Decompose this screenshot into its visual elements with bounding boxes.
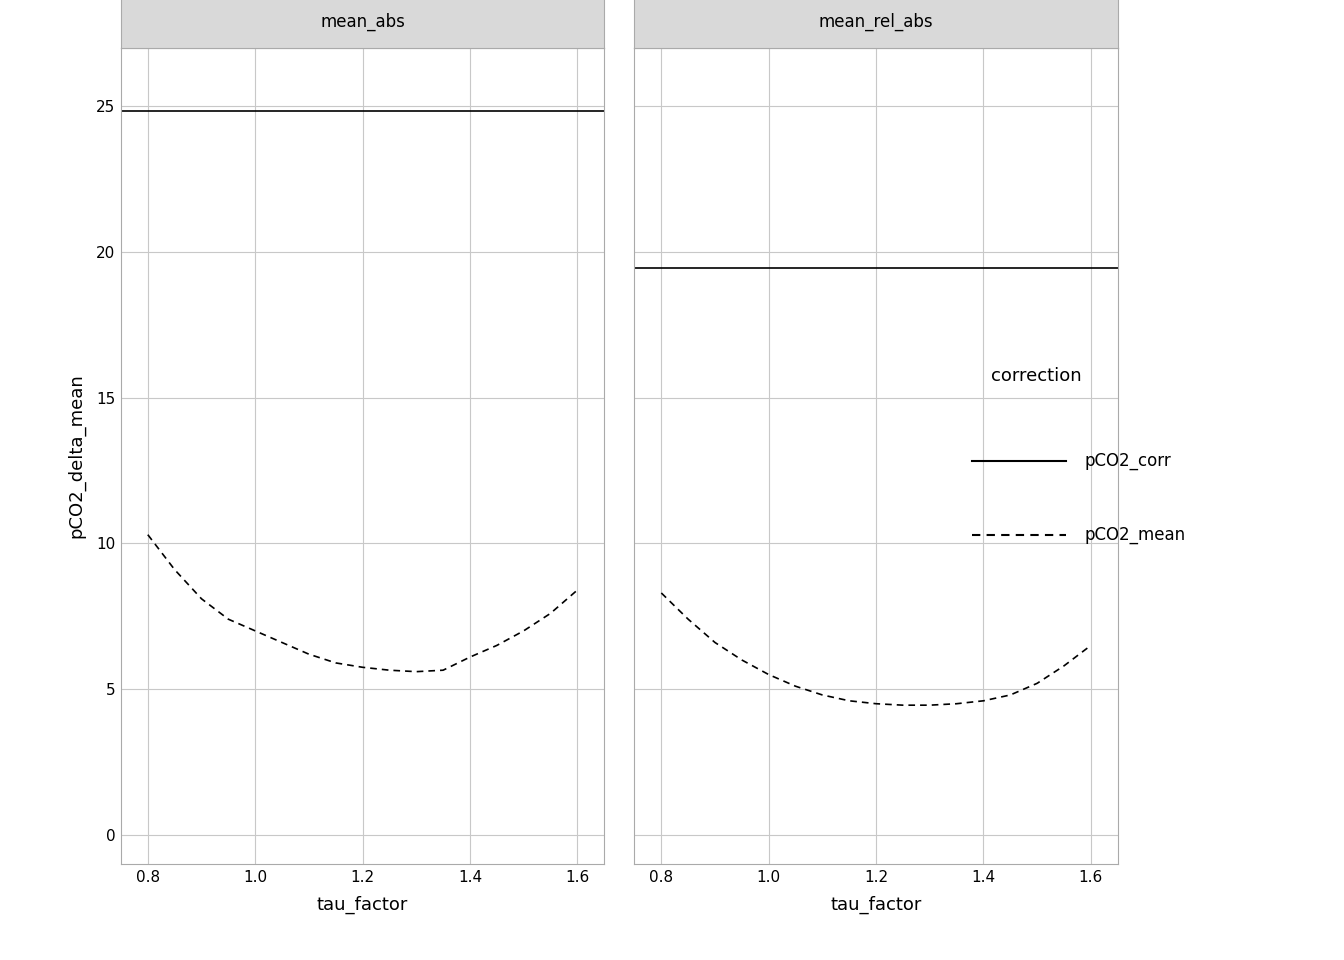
- X-axis label: tau_factor: tau_factor: [831, 896, 922, 914]
- Text: correction: correction: [991, 368, 1081, 385]
- X-axis label: tau_factor: tau_factor: [317, 896, 409, 914]
- Text: pCO2_corr: pCO2_corr: [1085, 452, 1172, 470]
- Y-axis label: pCO2_delta_mean: pCO2_delta_mean: [67, 373, 85, 539]
- Text: pCO2_mean: pCO2_mean: [1085, 526, 1185, 544]
- Text: mean_rel_abs: mean_rel_abs: [818, 12, 933, 31]
- Text: mean_abs: mean_abs: [320, 12, 405, 31]
